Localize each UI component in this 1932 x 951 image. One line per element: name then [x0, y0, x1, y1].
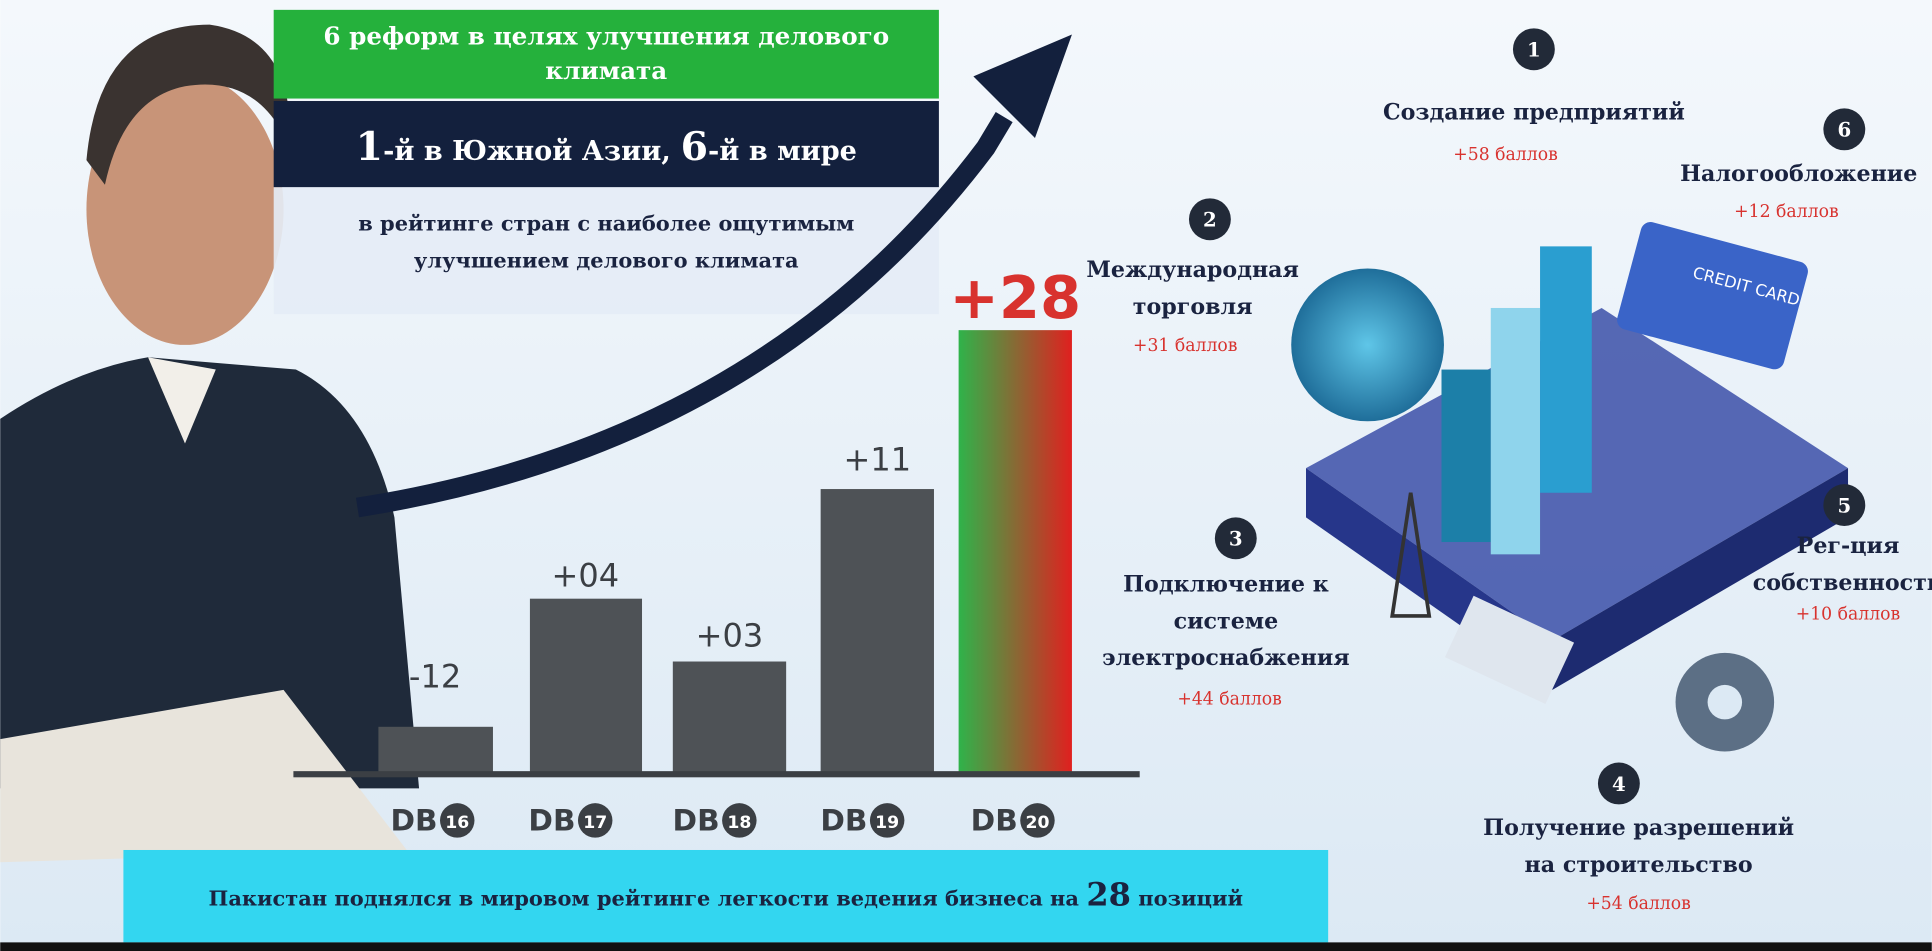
reform-number: 1	[1527, 39, 1541, 62]
x-labels: DB 16 DB 17 DB 18 DB 19 DB 20	[390, 803, 1055, 838]
reform-badge	[1597, 762, 1640, 805]
reform-number: 3	[1229, 528, 1243, 551]
bar	[820, 489, 934, 774]
reform-badge	[1512, 28, 1555, 71]
reform-points: +58 баллов	[1453, 145, 1557, 165]
reform-title: торговля	[1133, 294, 1253, 320]
title-line: климата	[545, 56, 667, 85]
reform-badge	[1214, 517, 1257, 560]
reform-title: Получение разрешений	[1483, 815, 1794, 841]
rank-box	[273, 101, 939, 188]
x-label-year: 17	[583, 813, 607, 833]
x-label-year: 18	[727, 813, 751, 833]
reforms: 1 Создание предприятий +58 баллов 2 Междунар…	[1086, 28, 1932, 914]
reform-points: +10 баллов	[1796, 605, 1900, 625]
illustration: CREDIT CARD	[1291, 221, 1849, 752]
bar	[529, 598, 643, 774]
x-label-prefix: DB	[673, 803, 720, 837]
bar-label: +28	[949, 263, 1081, 332]
x-label-badge	[439, 803, 475, 838]
reform-points: +12 баллов	[1734, 202, 1838, 222]
reform-title: Рег-ция	[1797, 533, 1900, 559]
footer-after: позиций	[1138, 885, 1243, 910]
reform-title: электроснабжения	[1102, 645, 1350, 671]
subtitle-line: в рейтинге стран с наиболее ощутимым	[358, 210, 854, 235]
subtitle-line: улучшением делового климата	[414, 247, 799, 272]
reform-badge	[1188, 198, 1231, 241]
reform-number: 4	[1612, 773, 1626, 796]
title-box	[273, 9, 939, 99]
growth-arrow	[355, 111, 1013, 518]
baseline	[293, 771, 1140, 778]
reform-points: +54 баллов	[1586, 894, 1690, 914]
x-label-badge	[869, 803, 905, 838]
footer-text: Пакистан поднялся в мировом рейтинге лег…	[209, 875, 1243, 913]
reform-title: собственности	[1753, 570, 1932, 596]
x-label-badge	[577, 803, 613, 838]
reform-title: на строительство	[1525, 852, 1753, 878]
bar	[378, 726, 493, 774]
reform-points: +31 баллов	[1133, 336, 1237, 356]
x-label-prefix: DB	[390, 803, 437, 837]
rank-number: 6	[681, 124, 708, 170]
bar-label: +04	[552, 556, 620, 594]
arrow-head	[973, 34, 1072, 138]
reform-number: 6	[1837, 119, 1851, 142]
bar-chart: -12 +04 +03 +11 +28	[293, 263, 1140, 778]
rank-caption: -й в Южной Азии,	[383, 136, 671, 167]
title-line: 6 реформ в целях улучшения делового	[323, 21, 889, 50]
reform-number: 5	[1837, 494, 1851, 517]
bar-label: +03	[696, 617, 764, 655]
footer-before: Пакистан поднялся в мировом рейтинге лег…	[209, 885, 1080, 910]
reform-title: системе	[1174, 608, 1279, 634]
bar-label: +11	[844, 441, 912, 479]
bar	[672, 661, 787, 774]
footer-number: 28	[1086, 875, 1131, 913]
x-label-badge	[722, 803, 757, 838]
reform-title: Налогообложение	[1680, 161, 1917, 187]
x-label-prefix: DB	[971, 803, 1018, 837]
x-label-year: 16	[445, 813, 469, 833]
x-label-badge	[1020, 803, 1055, 838]
bottom-strip	[0, 942, 1932, 951]
reform-badge	[1823, 484, 1866, 527]
bar	[958, 330, 1072, 774]
reform-title: Международная	[1086, 257, 1298, 283]
bar-label: -12	[409, 657, 461, 695]
x-label-year: 19	[875, 813, 899, 833]
x-label-prefix: DB	[820, 803, 867, 837]
rank-text: 1-й в Южной Азии, 6-й в мире	[356, 124, 857, 170]
subtitle-box	[273, 187, 939, 315]
x-label-year: 20	[1025, 813, 1049, 833]
reform-title: Подключение к	[1123, 571, 1329, 597]
reform-points: +44 баллов	[1177, 690, 1281, 710]
x-label-prefix: DB	[528, 803, 575, 837]
rank-number: 1	[356, 124, 383, 170]
reform-title: Создание предприятий	[1383, 99, 1685, 125]
person	[0, 24, 420, 863]
rank-caption: -й в мире	[708, 136, 857, 167]
footer-box	[123, 849, 1329, 943]
reform-badge	[1823, 108, 1866, 151]
reform-number: 2	[1203, 209, 1217, 232]
